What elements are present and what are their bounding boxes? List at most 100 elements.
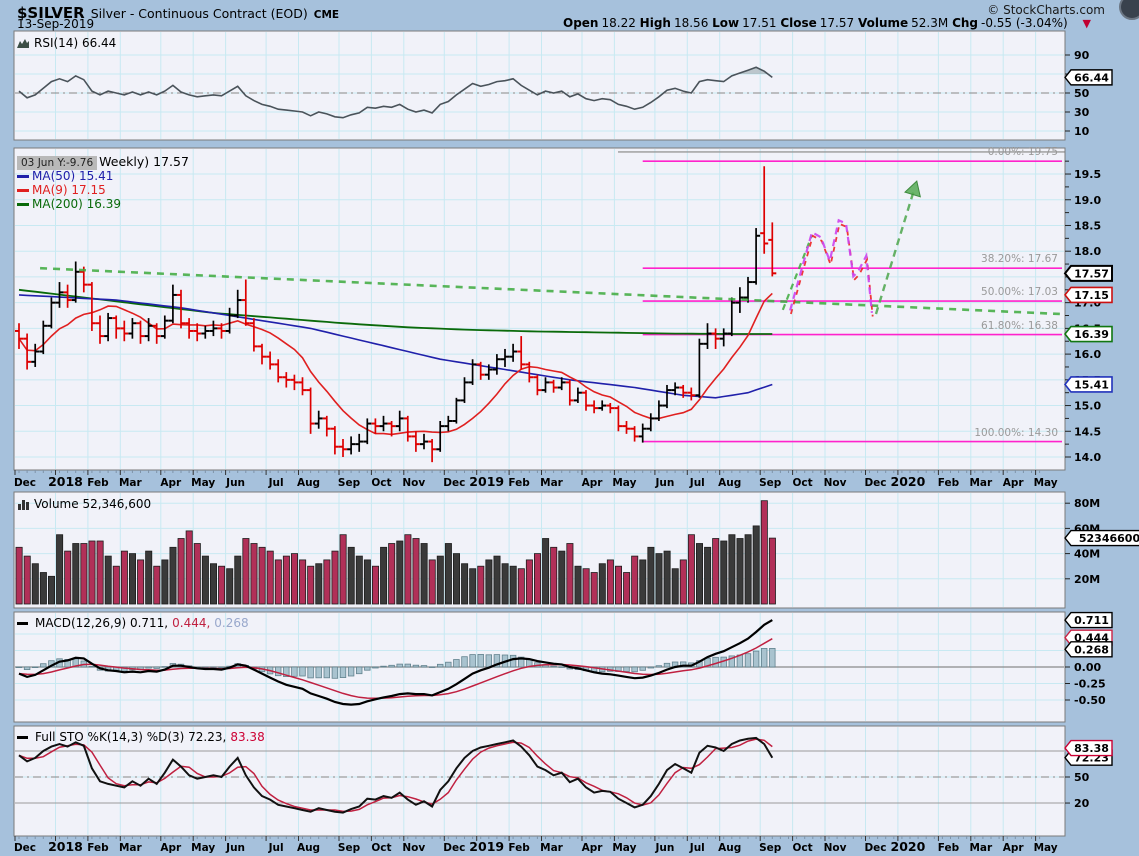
price-legend-row: 03 Jun Y:-9.76 Weekly) 17.57 <box>17 151 189 170</box>
month-axis-label: Apr <box>160 477 182 489</box>
volume-bar <box>339 534 347 605</box>
volume-bar <box>671 568 679 605</box>
sto-callout-label: 83.38 <box>1074 742 1109 755</box>
volume-bar <box>177 538 185 605</box>
quote-label: Close <box>780 16 817 30</box>
macd-line-icon <box>17 621 28 625</box>
month-axis-label: Jul <box>689 842 705 854</box>
volume-bar <box>380 546 388 605</box>
price-callout-label: 17.15 <box>1074 289 1109 302</box>
macd-histogram-bar <box>153 666 160 669</box>
volume-bar <box>712 538 720 605</box>
quote-value: 17.57 <box>819 16 855 30</box>
ma50-legend: MA(50) 15.41 <box>17 169 113 183</box>
volume-bar <box>768 537 776 605</box>
sto-callout <box>1064 739 1113 757</box>
month-axis-label: Dec <box>443 477 465 489</box>
month-axis-label: Jun <box>654 842 674 854</box>
volume-bar <box>331 550 339 605</box>
volume-bar <box>590 572 598 605</box>
volume-axis-label: 40M <box>1074 548 1100 561</box>
month-axis-label: Jun <box>225 842 245 854</box>
volume-bar <box>15 546 23 605</box>
volume-bar <box>493 555 501 605</box>
volume-bar <box>428 559 436 605</box>
month-axis-label: Mar <box>969 477 993 489</box>
month-axis-label: Apr <box>582 842 604 854</box>
volume-bar <box>226 568 234 605</box>
down-trendline-dashed <box>40 266 1060 316</box>
volume-bar <box>56 534 64 605</box>
ma9-line <box>18 292 773 436</box>
corner-icon[interactable] <box>1119 0 1139 20</box>
symbol-name: Silver - Continuous Contract (EOD) <box>90 6 308 21</box>
volume-bar <box>80 543 88 605</box>
ohlc-quote-row: Open 18.22 High 18.56 Low 17.51 Close 17.57 … <box>563 16 1091 30</box>
volume-bar <box>64 550 72 605</box>
volume-bar <box>347 546 355 605</box>
volume-bar <box>112 565 120 605</box>
macd-histogram-bar <box>761 648 768 668</box>
macd-histogram-bar <box>404 663 411 668</box>
volume-bar <box>461 563 469 605</box>
ma50-line <box>18 294 773 399</box>
ma9-legend: MA(9) 17.15 <box>17 183 106 197</box>
month-axis-label: Apr <box>1003 842 1025 854</box>
volume-bar <box>752 525 760 605</box>
volume-bar <box>534 553 542 605</box>
volume-bar <box>639 559 647 605</box>
rsi-legend: RSI(14) 66.44 <box>17 36 116 50</box>
month-axis-label: Mar <box>119 477 143 489</box>
volume-bar <box>598 563 606 605</box>
macd-histogram-bar <box>315 666 322 679</box>
macd-histogram-bar <box>485 654 492 668</box>
fib-level-label: 50.00%: 17.03 <box>981 286 1058 299</box>
volume-bar <box>39 572 47 605</box>
quote-value: 52.3M <box>911 16 949 30</box>
year-axis-label: 2018 <box>48 839 83 854</box>
macd-histogram-bar <box>436 663 444 668</box>
year-axis-label: 2019 <box>469 474 504 489</box>
volume-bar <box>720 540 728 605</box>
year-axis-label: 2020 <box>891 839 926 854</box>
volume-bar <box>615 565 623 605</box>
macd-histogram-bar <box>445 661 452 668</box>
macd-signal-line <box>18 638 773 700</box>
month-axis-label: Sep <box>759 477 782 489</box>
macd-histogram-bar <box>291 666 298 677</box>
quote-value: 18.56 <box>673 16 709 30</box>
volume-bar <box>104 555 112 605</box>
month-axis-label: Nov <box>402 477 425 489</box>
volume-bar <box>501 563 509 605</box>
month-axis-label: Feb <box>508 477 530 489</box>
volume-axis-label: 80M <box>1074 497 1100 510</box>
projection-arrow-shaft <box>874 192 915 315</box>
macd-histogram-bar <box>380 665 387 668</box>
volume-bar <box>388 543 396 605</box>
change-down-triangle-icon[interactable]: ▼ <box>1082 16 1091 30</box>
exchange-label: CME <box>313 9 340 21</box>
month-axis-label: Aug <box>718 477 741 489</box>
volume-bar <box>153 565 161 605</box>
macd-histogram-bar <box>339 666 347 679</box>
macd-callout <box>1064 641 1113 658</box>
month-axis-label: Feb <box>938 842 960 854</box>
quote-value: -0.55 (-3.04%) <box>981 16 1068 30</box>
month-axis-label: Aug <box>297 842 320 854</box>
rsi-legend-label: RSI(14) 66.44 <box>34 36 117 50</box>
month-axis-label: Mar <box>119 842 143 854</box>
projection-zigzag-magenta <box>789 218 873 314</box>
macd-histogram-bar <box>388 664 395 668</box>
quote-value: 17.51 <box>742 16 777 30</box>
price-axis-label: 14.5 <box>1074 425 1101 438</box>
volume-bar <box>274 559 282 605</box>
volume-bar <box>420 543 428 605</box>
volume-bar <box>525 559 533 605</box>
macd-histogram-bar <box>88 666 96 668</box>
price-callout-label: 17.57 <box>1074 267 1109 280</box>
stockcharts-credit: © StockCharts.com <box>987 3 1105 17</box>
macd-histogram-bar <box>509 654 517 668</box>
macd-histogram-bar <box>728 655 735 668</box>
price-axis-label: 18.5 <box>1074 219 1101 232</box>
